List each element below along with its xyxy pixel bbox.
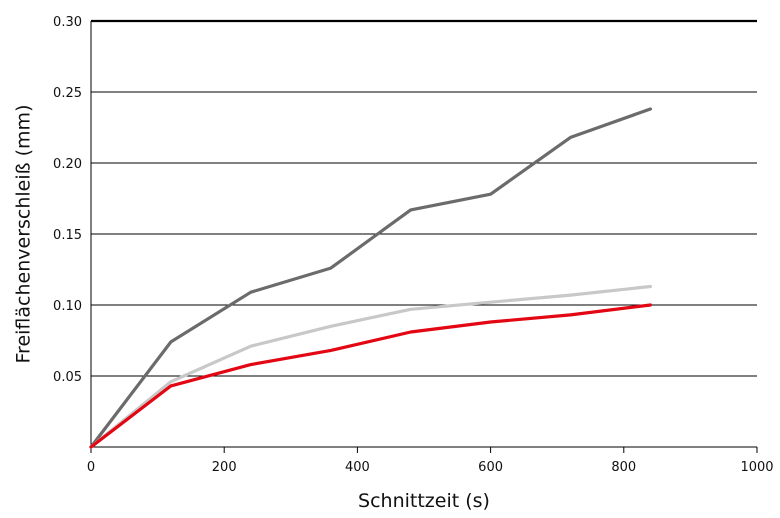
x-tick-label: 200 bbox=[212, 460, 237, 475]
x-tick-labels: 0 200 400 600 800 1000 bbox=[87, 447, 774, 475]
y-tick-label: 0.25 bbox=[53, 86, 82, 101]
x-tick-label: 400 bbox=[345, 460, 370, 475]
series-line-1 bbox=[89, 107, 653, 449]
x-tick-label: 800 bbox=[611, 460, 636, 475]
x-axis-title: Schnittzeit (s) bbox=[358, 490, 490, 512]
x-tick-label: 600 bbox=[478, 460, 503, 475]
x-tick-label: 0 bbox=[87, 460, 95, 475]
y-tick-label: 0.10 bbox=[53, 299, 82, 314]
x-tick-label: 1000 bbox=[740, 460, 773, 475]
y-tick-label: 0.15 bbox=[53, 228, 82, 243]
series-line-3 bbox=[89, 303, 653, 449]
y-tick-labels: 0.05 0.10 0.15 0.20 0.25 0.30 bbox=[53, 15, 82, 385]
y-tick-label: 0.20 bbox=[53, 157, 82, 172]
series-lines bbox=[89, 107, 653, 449]
y-tick-label: 0.30 bbox=[53, 15, 82, 30]
axes bbox=[90, 21, 757, 448]
series-line-2 bbox=[89, 284, 653, 449]
grid-lines bbox=[91, 19, 757, 377]
y-axis-title: Freiflächenverschleiß (mm) bbox=[13, 105, 35, 364]
y-tick-label: 0.05 bbox=[53, 370, 82, 385]
